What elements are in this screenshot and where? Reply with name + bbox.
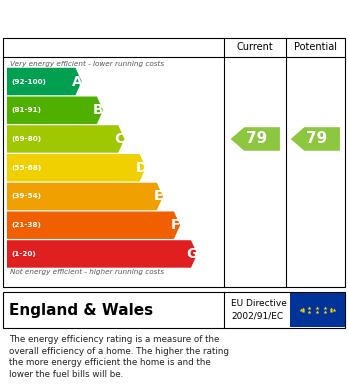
Text: (69-80): (69-80) bbox=[11, 136, 41, 142]
Text: Energy Efficiency Rating: Energy Efficiency Rating bbox=[9, 10, 219, 25]
Text: (1-20): (1-20) bbox=[11, 251, 36, 257]
Text: (81-91): (81-91) bbox=[11, 107, 41, 113]
Polygon shape bbox=[291, 127, 340, 151]
Polygon shape bbox=[7, 68, 82, 95]
Text: Very energy efficient - lower running costs: Very energy efficient - lower running co… bbox=[10, 61, 165, 66]
Polygon shape bbox=[7, 240, 197, 268]
Text: (55-68): (55-68) bbox=[11, 165, 41, 171]
Text: 79: 79 bbox=[306, 131, 327, 147]
Text: (21-38): (21-38) bbox=[11, 222, 41, 228]
Text: F: F bbox=[171, 218, 180, 232]
Text: G: G bbox=[187, 247, 198, 261]
Text: 79: 79 bbox=[246, 131, 267, 147]
Text: EU Directive: EU Directive bbox=[231, 300, 287, 308]
Text: E: E bbox=[153, 190, 163, 203]
Text: (92-100): (92-100) bbox=[11, 79, 46, 84]
Polygon shape bbox=[7, 97, 103, 124]
Bar bbox=[290, 293, 345, 327]
Text: (39-54): (39-54) bbox=[11, 194, 41, 199]
Polygon shape bbox=[7, 183, 163, 210]
Text: The energy efficiency rating is a measure of the
overall efficiency of a home. T: The energy efficiency rating is a measur… bbox=[9, 335, 229, 379]
Text: Potential: Potential bbox=[294, 42, 337, 52]
Polygon shape bbox=[7, 125, 125, 153]
Text: D: D bbox=[135, 161, 147, 175]
Text: B: B bbox=[93, 103, 104, 117]
Text: Not energy efficient - higher running costs: Not energy efficient - higher running co… bbox=[10, 269, 165, 275]
Text: 2002/91/EC: 2002/91/EC bbox=[231, 312, 284, 321]
Polygon shape bbox=[231, 127, 280, 151]
Text: A: A bbox=[71, 75, 82, 88]
Text: C: C bbox=[114, 132, 125, 146]
Polygon shape bbox=[7, 154, 146, 181]
Text: Current: Current bbox=[237, 42, 274, 52]
Text: England & Wales: England & Wales bbox=[9, 303, 153, 317]
Polygon shape bbox=[7, 212, 180, 239]
